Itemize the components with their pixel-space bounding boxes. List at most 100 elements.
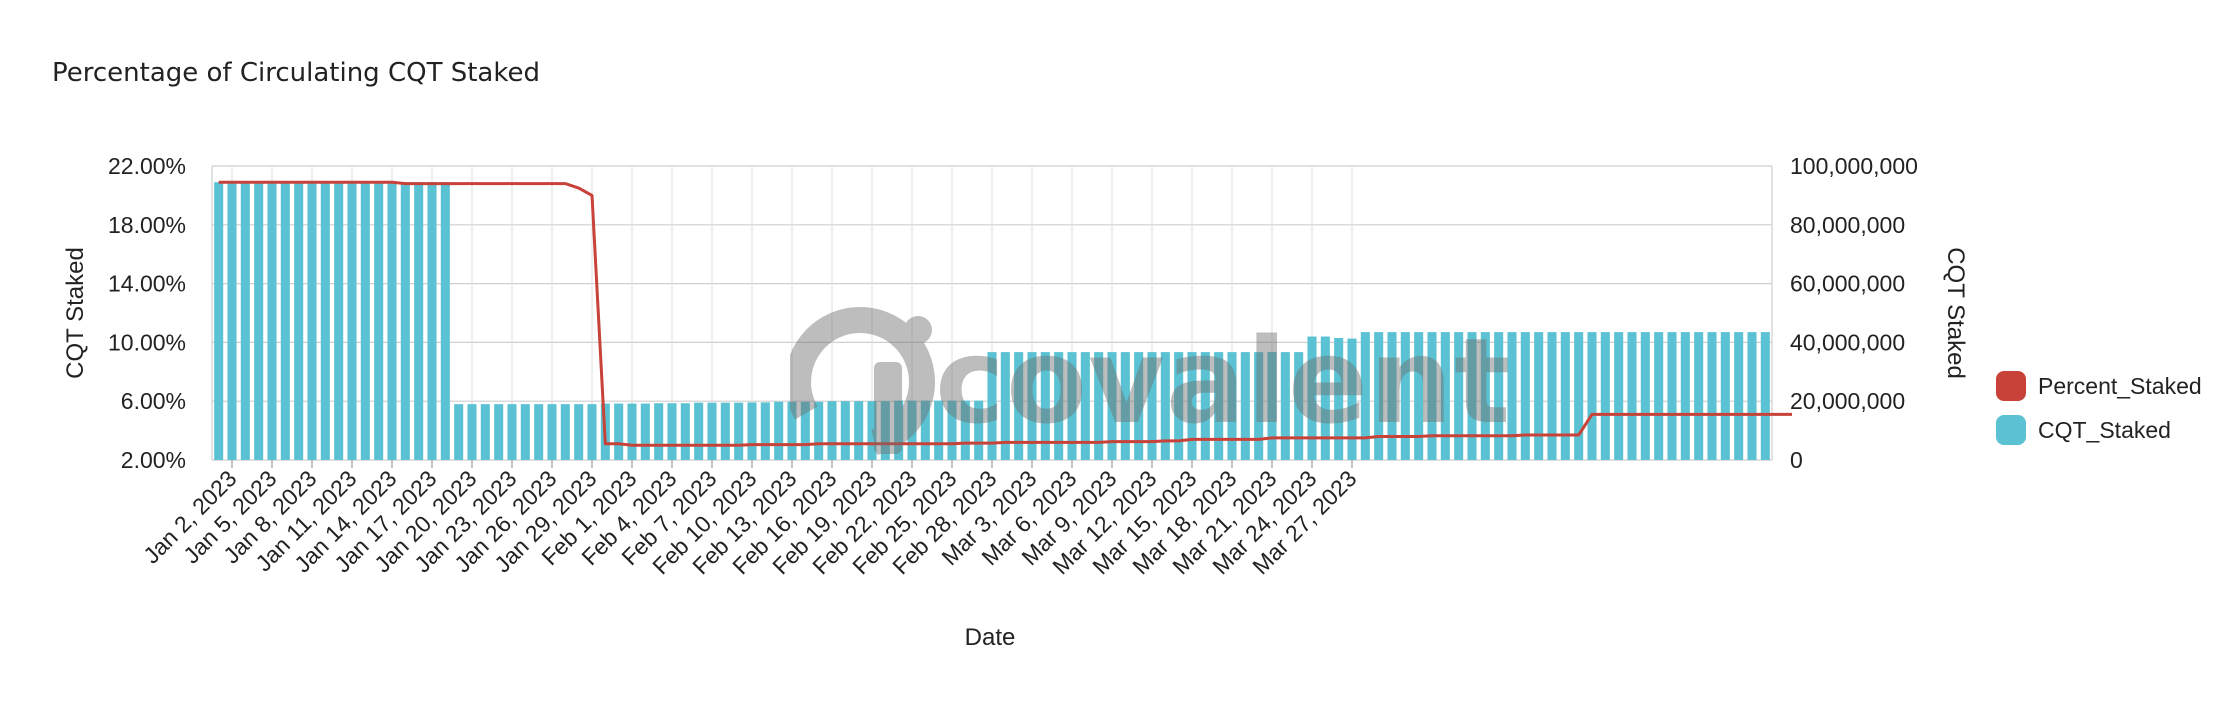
cqt-staked-bar [867, 401, 877, 460]
cqt-staked-bar [360, 182, 370, 461]
right-y-tick-label: 80,000,000 [1790, 212, 1905, 238]
cqt-staked-bar [1507, 332, 1517, 460]
cqt-staked-bar [1654, 332, 1664, 460]
cqt-staked-bar [720, 402, 730, 460]
cqt-staked-bar [800, 401, 810, 460]
cqt-staked-bar [400, 182, 410, 461]
cqt-staked-bar [1694, 332, 1704, 460]
cqt-staked-bar [334, 182, 344, 461]
cqt-staked-bar [894, 400, 904, 460]
legend-swatch-cqt-staked [1996, 415, 2026, 445]
cqt-staked-bar [414, 182, 424, 461]
cqt-staked-bar [1534, 332, 1544, 460]
watermark-text: covalent [935, 312, 1512, 450]
cqt-staked-bar [1680, 332, 1690, 460]
cqt-staked-bar [1094, 352, 1104, 460]
cqt-staked-bar [1227, 352, 1237, 460]
cqt-staked-bar [1560, 332, 1570, 460]
cqt-staked-bar [960, 400, 970, 460]
cqt-staked-bar [1347, 338, 1357, 460]
cqt-staked-bar [560, 404, 570, 460]
cqt-staked-bar [787, 401, 797, 460]
cqt-staked-bar [280, 182, 290, 461]
cqt-staked-bar [520, 404, 530, 460]
chart-title: Percentage of Circulating CQT Staked [52, 58, 540, 88]
cqt-staked-bar [1080, 352, 1090, 460]
left-y-tick-label: 10.00% [108, 329, 186, 355]
right-y-tick-label: 40,000,000 [1790, 329, 1905, 355]
cqt-staked-bar [1667, 332, 1677, 460]
covalent-logo-icon [785, 307, 935, 457]
cqt-staked-bar [747, 402, 757, 460]
cqt-staked-bar [1440, 332, 1450, 460]
right-y-tick-label: 20,000,000 [1790, 388, 1905, 414]
bar-series-layer [214, 182, 1770, 461]
cqt-staked-bar [1334, 337, 1344, 460]
cqt-staked-bar [320, 182, 330, 461]
cqt-staked-bar [1374, 332, 1384, 460]
cqt-staked-bar [1040, 352, 1050, 460]
cqt-staked-bar [1067, 352, 1077, 460]
cqt-staked-bar [1107, 352, 1117, 460]
cqt-staked-bar [534, 404, 544, 460]
legend-label-cqt-staked: CQT_Staked [2038, 416, 2171, 443]
cqt-staked-bar [1747, 332, 1757, 460]
left-y-tick-label: 2.00% [121, 447, 186, 473]
cqt-staked-bar [1320, 336, 1330, 460]
right-y-tick-label: 0 [1790, 447, 1803, 473]
cqt-staked-bar [1600, 332, 1610, 460]
cqt-staked-bar [507, 404, 517, 460]
cqt-staked-bar [1160, 352, 1170, 460]
legend-swatch-percent-staked [1996, 371, 2026, 401]
left-y-axis-title: CQT Staked [62, 247, 89, 379]
cqt-staked-bar [574, 404, 584, 460]
cqt-staked-bar [694, 402, 704, 460]
cqt-staked-bar [254, 182, 264, 461]
cqt-staked-bar [1467, 332, 1477, 460]
line-series-layer [218, 180, 1792, 447]
cqt-staked-bar [1307, 336, 1317, 460]
legend-item-percent-staked[interactable]: Percent_Staked [1996, 364, 2202, 408]
cqt-staked-bar [227, 182, 237, 461]
cqt-staked-bar [267, 182, 277, 461]
cqt-staked-bar [467, 404, 477, 460]
cqt-staked-bar [587, 404, 597, 460]
legend-item-cqt-staked[interactable]: CQT_Staked [1996, 408, 2202, 452]
cqt-staked-bar [854, 401, 864, 460]
legend-label-percent-staked: Percent_Staked [2038, 372, 2202, 399]
x-axis-title: Date [965, 624, 1016, 651]
left-y-tick-label: 6.00% [121, 388, 186, 414]
cqt-staked-bar [307, 182, 317, 461]
cqt-staked-bar [347, 182, 357, 461]
cqt-staked-bar [1054, 352, 1064, 460]
cqt-staked-bar [814, 401, 824, 460]
cqt-staked-bar [627, 403, 637, 460]
legend: Percent_Staked CQT_Staked [1996, 364, 2202, 452]
left-y-tick-label: 18.00% [108, 212, 186, 238]
cqt-staked-bar [1587, 332, 1597, 460]
cqt-staked-bar [1294, 352, 1304, 460]
right-y-tick-label: 100,000,000 [1790, 153, 1918, 179]
cqt-staked-bar [640, 403, 650, 460]
cqt-staked-bar [1187, 352, 1197, 460]
cqt-staked-bar [1240, 352, 1250, 460]
cqt-staked-bar [1387, 332, 1397, 460]
cqt-staked-bar [1520, 332, 1530, 460]
cqt-staked-bar [1147, 352, 1157, 460]
cqt-staked-bar [1627, 332, 1637, 460]
cqt-staked-bar [1400, 332, 1410, 460]
cqt-staked-bar [1614, 332, 1624, 460]
cqt-staked-bar [214, 182, 224, 461]
cqt-staked-bar [1200, 352, 1210, 460]
cqt-staked-bar [1174, 352, 1184, 460]
cqt-staked-bar [1574, 332, 1584, 460]
cqt-staked-bar [1214, 352, 1224, 460]
cqt-staked-bar [880, 401, 890, 460]
cqt-staked-bar [1120, 352, 1130, 460]
cqt-staked-bar [494, 404, 504, 460]
left-y-tick-label: 22.00% [108, 153, 186, 179]
cqt-staked-bar [1280, 352, 1290, 460]
cqt-staked-bar [707, 402, 717, 460]
